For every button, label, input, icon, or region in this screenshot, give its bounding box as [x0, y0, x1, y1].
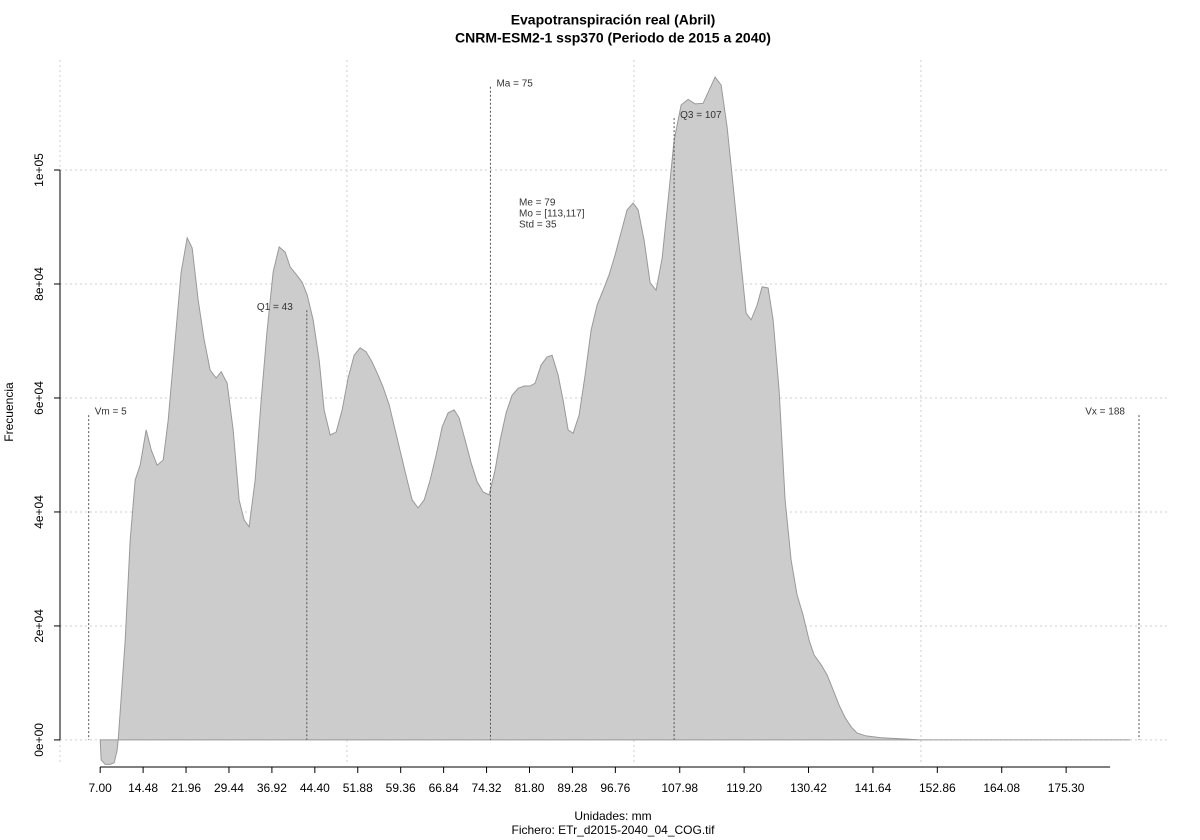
density-area	[99, 76, 1131, 765]
stats-label: Std = 35	[519, 220, 557, 231]
y-tick-label: 2e+04	[32, 609, 46, 643]
x-tick-label: 130.42	[790, 781, 827, 795]
chart-title: Evapotranspiración real (Abril)	[511, 12, 716, 28]
x-tick-label: 141.64	[855, 781, 892, 795]
chart-subtitle: CNRM-ESM2-1 ssp370 (Periodo de 2015 a 20…	[455, 30, 771, 46]
marker-label: Ma = 75	[496, 78, 533, 89]
x-tick-label: 96.76	[600, 781, 630, 795]
y-tick-label: 6e+04	[32, 381, 46, 415]
x-tick-label: 29.44	[214, 781, 244, 795]
y-tick-label: 0e+00	[32, 723, 46, 757]
y-axis-label: Frecuencia	[2, 382, 16, 442]
x-tick-label: 66.84	[429, 781, 459, 795]
marker-label: Vx = 188	[1085, 407, 1125, 418]
marker-label: Q1 = 43	[257, 302, 293, 313]
x-tick-label: 175.30	[1048, 781, 1085, 795]
x-tick-label: 89.28	[557, 781, 587, 795]
marker-label: Q3 = 107	[680, 110, 722, 121]
footnote: Fichero: ETr_d2015-2040_04_COG.tif	[512, 823, 716, 837]
y-tick-label: 1e+05	[32, 153, 46, 187]
x-tick-label: 107.98	[661, 781, 698, 795]
x-tick-label: 51.88	[343, 781, 373, 795]
x-tick-label: 14.48	[128, 781, 158, 795]
x-tick-label: 7.00	[88, 781, 112, 795]
x-tick-label: 119.20	[726, 781, 762, 795]
x-tick-label: 164.08	[983, 781, 1020, 795]
x-tick-label: 36.92	[257, 781, 287, 795]
y-tick-label: 4e+04	[32, 495, 46, 529]
y-tick-label: 8e+04	[32, 267, 46, 301]
x-axis-label: Unidades: mm	[574, 809, 651, 823]
x-tick-label: 152.86	[919, 781, 956, 795]
stats-label: Me = 79	[519, 198, 556, 209]
x-tick-label: 59.36	[386, 781, 416, 795]
x-tick-label: 44.40	[300, 781, 330, 795]
x-tick-label: 21.96	[171, 781, 201, 795]
x-tick-label: 74.32	[472, 781, 502, 795]
x-tick-label: 81.80	[514, 781, 544, 795]
stats-label: Mo = [113,117]	[519, 209, 585, 220]
marker-label: Vm = 5	[95, 407, 127, 418]
